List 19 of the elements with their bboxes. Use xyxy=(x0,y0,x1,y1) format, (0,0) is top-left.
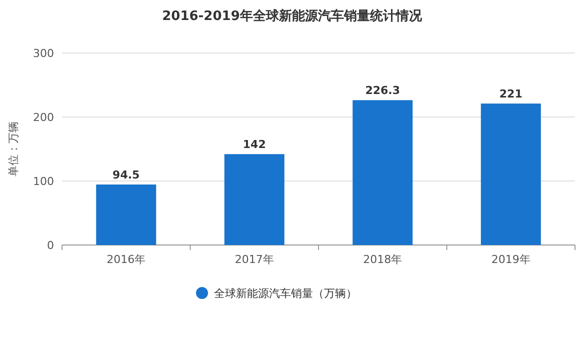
bar xyxy=(96,184,156,245)
x-tick-label: 2017年 xyxy=(234,253,274,266)
y-tick-label: 200 xyxy=(33,111,54,124)
data-label: 94.5 xyxy=(112,168,140,182)
bar xyxy=(480,104,541,245)
data-label: 142 xyxy=(242,138,266,152)
legend-label: 全球新能源汽车销量（万辆） xyxy=(214,287,357,300)
data-label: 221 xyxy=(499,88,522,101)
y-tick-label: 100 xyxy=(33,175,54,188)
y-tick-label: 0 xyxy=(47,239,54,252)
x-tick-label: 2016年 xyxy=(106,253,146,266)
data-label: 226.3 xyxy=(365,84,400,98)
x-tick-label: 2018年 xyxy=(363,253,402,266)
chart-title: 2016-2019年全球新能源汽车销量统计情况 xyxy=(162,8,423,24)
x-tick-label: 2019年 xyxy=(491,253,530,266)
bar xyxy=(224,154,284,245)
bar xyxy=(352,100,413,245)
y-axis-title: 单位：万辆 xyxy=(7,122,20,176)
y-tick-label: 300 xyxy=(33,47,54,60)
